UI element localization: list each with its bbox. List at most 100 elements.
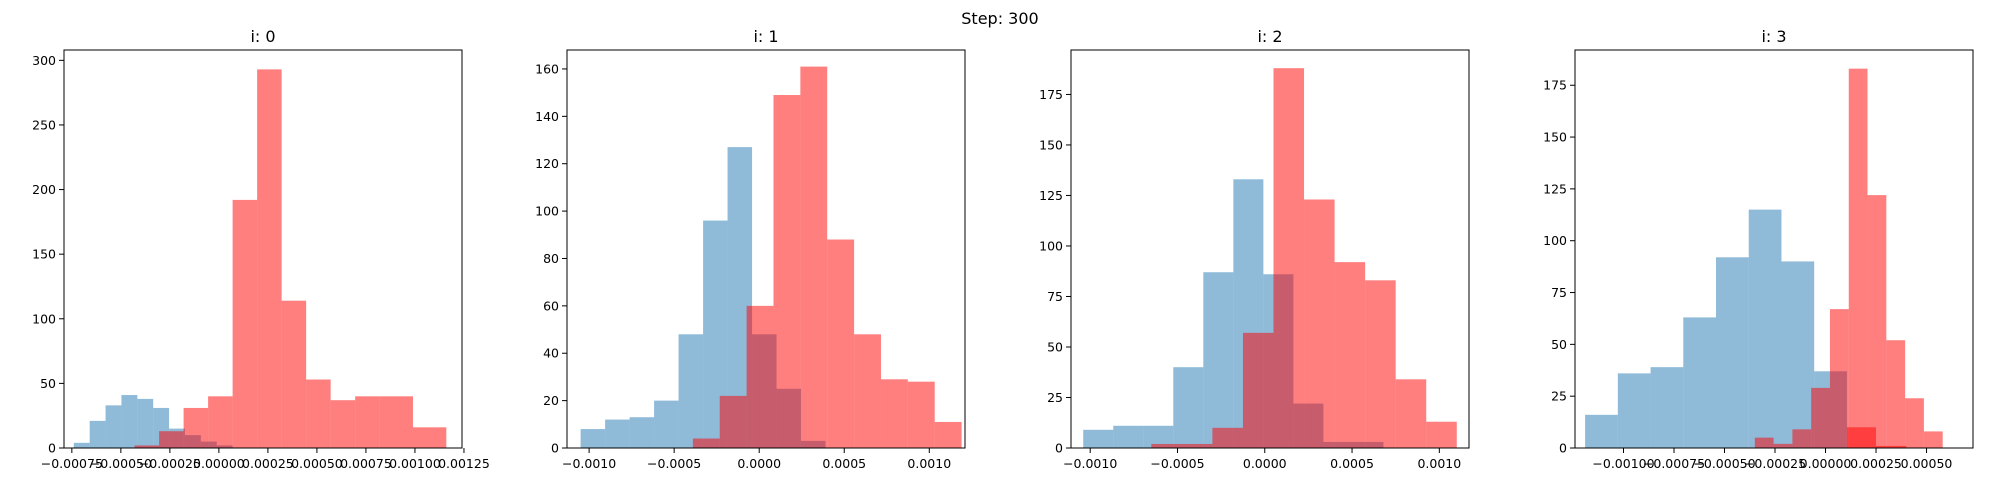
axes-frame: [1574, 49, 1974, 449]
y-tick-label: 50: [1551, 337, 1567, 352]
hist-bar: [1683, 317, 1717, 448]
x-tick-label: 0.00050: [291, 456, 343, 471]
y-tick-label: 125: [1039, 188, 1063, 203]
series-red: [1754, 68, 1943, 448]
hist-bar: [1773, 443, 1793, 448]
hist-bar: [1781, 261, 1815, 448]
x-tick-label: 0.0010: [1417, 456, 1461, 471]
hist-bar: [1585, 414, 1618, 448]
hist-bar: [580, 429, 606, 448]
hist-bar: [379, 396, 413, 448]
hist-bar: [1748, 209, 1782, 448]
hist-bar: [1395, 379, 1427, 448]
hist-bar: [605, 419, 630, 448]
hist-bar: [934, 421, 962, 448]
hist-bar: [330, 400, 356, 448]
x-tick-label: 0.0005: [822, 456, 866, 471]
hist-bar: [1617, 373, 1651, 448]
y-tick-label: 60: [543, 298, 559, 313]
y-tick-label: 125: [1543, 181, 1567, 196]
x-tick-label: −0.00050: [1693, 456, 1755, 471]
hist-bar: [1181, 443, 1213, 448]
y-tick-label: 50: [1047, 339, 1063, 354]
hist-bar: [1846, 427, 1877, 448]
hist-bar: [183, 407, 209, 448]
hist-bar: [692, 438, 720, 448]
hist-bar: [827, 239, 855, 448]
hist-bar: [208, 396, 233, 448]
hist-bar: [412, 427, 447, 448]
hist-bar: [105, 405, 122, 448]
hist-bar: [1151, 443, 1182, 448]
panel-title: i: 3: [1761, 27, 1786, 46]
hist-bar: [1273, 68, 1305, 448]
hist-bar: [1242, 332, 1274, 448]
hist-bar: [880, 379, 908, 448]
hist-bar: [719, 395, 747, 448]
x-tick-label: −0.00075: [1643, 456, 1705, 471]
hist-bar: [281, 300, 307, 448]
y-tick-label: 50: [40, 376, 56, 391]
hist-bar: [1876, 445, 1907, 448]
panel-title: i: 1: [753, 27, 778, 46]
hist-bar: [1716, 257, 1749, 448]
panel-title: i: 0: [250, 27, 275, 46]
hist-bar: [1304, 199, 1335, 448]
y-tick-label: 200: [32, 182, 56, 197]
hist-bar: [1754, 437, 1774, 448]
y-tick-label: 0: [1559, 441, 1567, 456]
y-tick-label: 25: [1551, 389, 1567, 404]
hist-bar: [907, 381, 935, 448]
y-tick-label: 160: [535, 61, 559, 76]
histogram-panel-0: −0.00075−0.00050−0.000250.000000.000250.…: [32, 27, 490, 471]
series-red-tail: [379, 396, 447, 448]
hist-bar: [355, 396, 380, 448]
hist-bar: [232, 199, 258, 448]
hist-bar: [1203, 272, 1234, 448]
x-tick-label: 0.00025: [1850, 456, 1902, 471]
axes-frame: [63, 49, 463, 449]
hist-bar: [159, 431, 184, 448]
hist-bar: [854, 334, 881, 448]
hist-bar: [1829, 309, 1849, 448]
y-tick-label: 0: [551, 441, 559, 456]
hist-bar: [1173, 367, 1204, 448]
hist-bar: [1113, 425, 1144, 448]
y-tick-label: 75: [1551, 285, 1567, 300]
y-tick-label: 175: [1039, 87, 1063, 102]
series-blue: [1585, 209, 1847, 448]
hist-bar: [629, 417, 655, 448]
y-tick-label: 150: [32, 247, 56, 262]
x-tick-label: −0.00075: [41, 456, 103, 471]
x-tick-label: 0.00025: [242, 456, 294, 471]
hist-bar: [137, 398, 154, 448]
hist-bar: [73, 442, 90, 448]
y-tick-label: 120: [535, 156, 559, 171]
x-tick-label: 0.0010: [907, 456, 951, 471]
x-tick-label: 0.0000: [737, 456, 781, 471]
hist-bar: [1792, 429, 1812, 448]
y-tick-label: 100: [32, 311, 56, 326]
hist-bar: [678, 334, 704, 448]
histogram-panel-3: −0.00100−0.00075−0.00050−0.000250.000000…: [1543, 27, 1974, 471]
hist-bar: [773, 95, 801, 448]
x-tick-label: −0.0010: [562, 456, 616, 471]
series-red-small: [1846, 427, 1907, 448]
hist-bar: [1426, 421, 1457, 448]
y-tick-label: 0: [1055, 441, 1063, 456]
x-tick-label: −0.0005: [1150, 456, 1204, 471]
y-tick-label: 150: [1543, 130, 1567, 145]
y-tick-label: 80: [543, 251, 559, 266]
x-tick-label: −0.00050: [90, 456, 152, 471]
x-tick-label: 0.00000: [193, 456, 245, 471]
series-red: [134, 69, 380, 448]
x-tick-label: −0.00025: [139, 456, 201, 471]
x-tick-label: 0.0005: [1330, 456, 1374, 471]
x-tick-label: −0.0010: [1063, 456, 1117, 471]
y-tick-label: 100: [1543, 233, 1567, 248]
hist-bar: [1905, 398, 1924, 448]
y-tick-label: 75: [1047, 289, 1063, 304]
x-tick-label: 0.00100: [389, 456, 441, 471]
hist-bar: [306, 379, 331, 448]
